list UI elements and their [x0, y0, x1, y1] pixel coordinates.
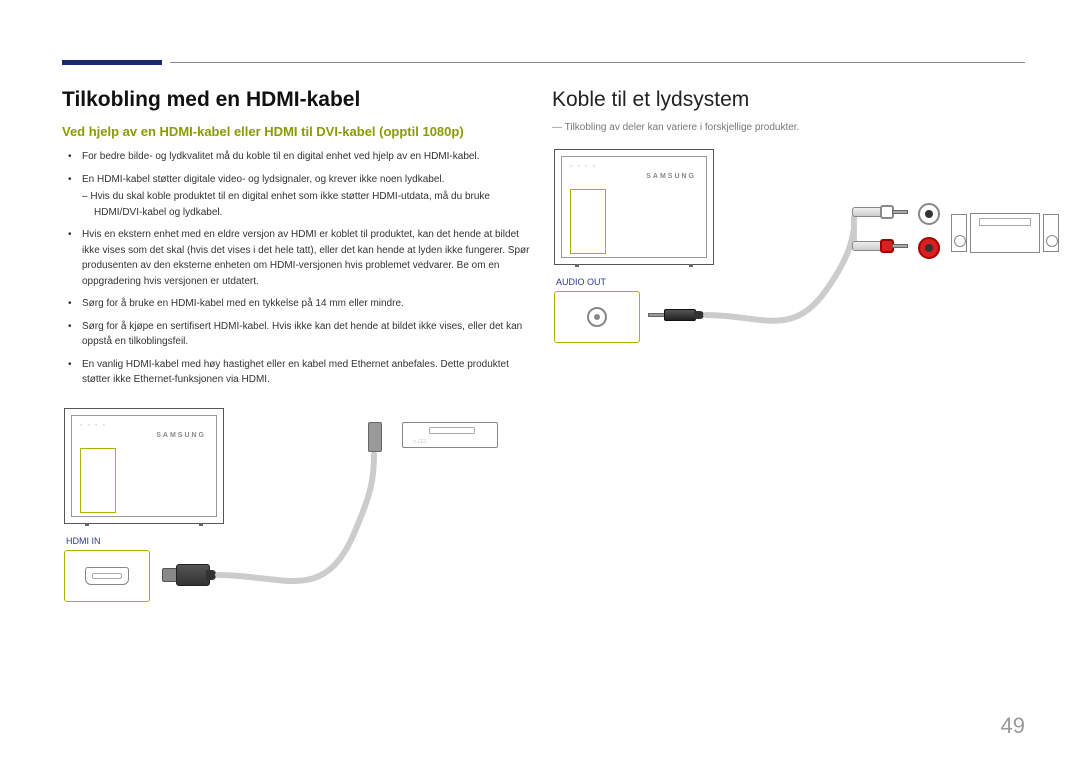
left-title: Tilkobling med en HDMI-kabel — [62, 88, 530, 112]
rca-plug-white-icon — [852, 205, 908, 221]
tv-leg-icon — [575, 264, 579, 267]
bullet-item: Sørg for å bruke en HDMI-kabel med en ty… — [82, 296, 530, 312]
speaker-icon — [1043, 214, 1059, 252]
bullet-item: Sørg for å kjøpe en sertifisert HDMI-kab… — [82, 319, 530, 350]
rca-plug-red-icon — [852, 239, 908, 255]
audio-out-port-box — [554, 291, 640, 343]
hdmi-in-label: HDMI IN — [66, 536, 101, 546]
left-column: Tilkobling med en HDMI-kabel Ved hjelp a… — [62, 88, 530, 638]
header-accent-bar — [62, 60, 162, 65]
bullet-item: En HDMI-kabel støtter digitale video- og… — [82, 172, 530, 221]
left-subtitle: Ved hjelp av en HDMI-kabel eller HDMI ti… — [62, 124, 530, 139]
tv-port-highlight — [570, 189, 606, 254]
dvd-player-icon — [402, 422, 498, 448]
rca-socket-red-icon — [918, 237, 940, 259]
bullet-item: For bedre bilde- og lydkvalitet må du ko… — [82, 149, 530, 165]
page-number: 49 — [1001, 713, 1025, 739]
tv-back-panel: ○ ○ ○ ○ SAMSUNG — [554, 149, 714, 265]
hdmi-port-icon — [85, 567, 129, 585]
hdmi-plug-icon — [162, 564, 210, 588]
tv-inner-panel: ○ ○ ○ ○ SAMSUNG — [71, 415, 217, 517]
bullet-text: En HDMI-kabel støtter digitale video- og… — [82, 174, 444, 185]
left-bullet-list: For bedre bilde- og lydkvalitet må du ko… — [62, 149, 530, 388]
hdmi-plug-small-icon — [368, 422, 382, 452]
tv-leg-icon — [85, 523, 89, 526]
tv-brand-label: SAMSUNG — [156, 432, 206, 439]
hdmi-diagram: ○ ○ ○ ○ SAMSUNG HDMI IN — [62, 408, 530, 638]
tv-leg-icon — [199, 523, 203, 526]
right-note: Tilkobling av deler kan variere i forskj… — [552, 120, 1032, 135]
bullet-item: En vanlig HDMI-kabel med høy hastighet e… — [82, 357, 530, 388]
audio-jack-icon — [587, 307, 607, 327]
tv-brand-label: SAMSUNG — [646, 173, 696, 180]
tv-back-panel: ○ ○ ○ ○ SAMSUNG — [64, 408, 224, 524]
bullet-sub-item: Hvis du skal koble produktet til en digi… — [82, 189, 530, 220]
right-column: Koble til et lydsystem Tilkobling av del… — [552, 88, 1032, 389]
tv-leg-icon — [689, 264, 693, 267]
tv-dots-icon: ○ ○ ○ ○ — [570, 163, 597, 168]
aux-plug-icon — [648, 309, 706, 323]
speaker-icon — [951, 214, 967, 252]
tv-port-highlight — [80, 448, 116, 513]
bullet-item: Hvis en ekstern enhet med en eldre versj… — [82, 227, 530, 289]
hdmi-in-port-box — [64, 550, 150, 602]
header-divider — [170, 62, 1025, 63]
audio-out-label: AUDIO OUT — [556, 277, 606, 287]
tv-inner-panel: ○ ○ ○ ○ SAMSUNG — [561, 156, 707, 258]
right-title: Koble til et lydsystem — [552, 88, 1032, 112]
tv-dots-icon: ○ ○ ○ ○ — [80, 422, 107, 427]
stereo-system-icon — [970, 213, 1040, 253]
rca-socket-white-icon — [918, 203, 940, 225]
audio-diagram: ○ ○ ○ ○ SAMSUNG AUDIO OUT — [552, 149, 1032, 389]
